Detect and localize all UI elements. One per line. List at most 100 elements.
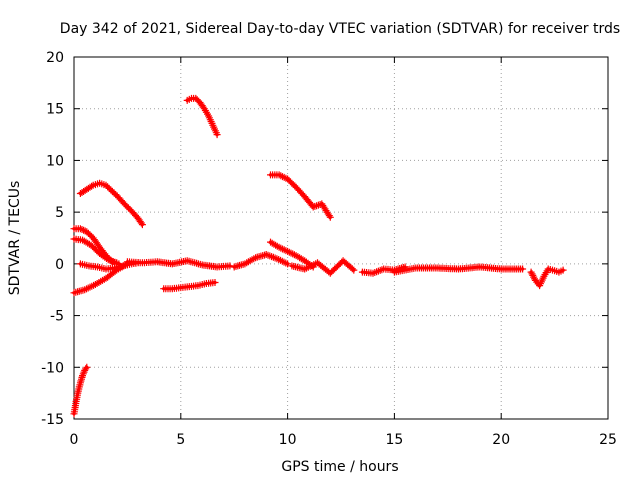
data-point — [87, 264, 91, 268]
data-point — [315, 261, 320, 265]
data-point — [414, 266, 418, 270]
data-point — [303, 267, 307, 271]
grid-lines — [74, 57, 608, 419]
data-point — [98, 251, 102, 256]
data-point — [202, 107, 206, 111]
data-point — [185, 259, 189, 263]
data-point — [78, 227, 83, 231]
data-point — [78, 381, 83, 385]
data-point — [268, 240, 273, 244]
data-point — [435, 266, 439, 270]
data-point — [286, 249, 290, 254]
data-point — [213, 280, 217, 285]
data-point — [561, 268, 565, 272]
data-point — [187, 285, 191, 289]
data-point — [98, 181, 102, 185]
data-point — [264, 252, 268, 257]
data-point — [456, 267, 461, 271]
data-point — [328, 215, 332, 219]
y-tick-label: 5 — [55, 205, 64, 221]
data-point — [286, 262, 290, 266]
data-series-arc-2 — [76, 179, 146, 229]
data-point — [89, 243, 93, 247]
axis-ticks: 0 5 10 15 20 25 -15 -10 -5 0 5 10 15 20 — [41, 50, 617, 448]
data-point — [121, 264, 125, 268]
data-point — [104, 267, 108, 271]
data-point — [290, 264, 294, 268]
data-series-arc-15 — [390, 263, 527, 276]
data-series-arc-13 — [288, 257, 358, 277]
data-series-arc-11 — [230, 251, 292, 271]
data-point — [72, 291, 76, 295]
data-point — [85, 365, 89, 369]
data-point — [72, 412, 76, 416]
data-point — [170, 287, 174, 291]
data-point — [478, 265, 482, 269]
data-point — [328, 271, 332, 275]
data-point — [360, 270, 364, 274]
data-point — [542, 274, 546, 278]
x-tick-label: 15 — [385, 432, 403, 448]
y-tick-label: 15 — [46, 102, 64, 118]
data-point — [72, 227, 76, 231]
data-point — [320, 202, 324, 206]
data-series — [70, 94, 567, 418]
data-series-arc-6 — [70, 235, 121, 267]
data-point — [85, 230, 89, 234]
data-point — [277, 245, 281, 249]
data-series-arc-10 — [123, 257, 234, 271]
data-point — [93, 282, 97, 287]
data-series-arc-3 — [183, 94, 221, 139]
data-point — [341, 259, 345, 263]
data-point — [95, 265, 100, 269]
data-point — [80, 238, 85, 242]
y-tick-label: -15 — [41, 412, 64, 428]
data-point — [91, 236, 95, 240]
data-series-arc-16 — [527, 265, 567, 290]
data-point — [382, 267, 386, 271]
data-point — [170, 262, 174, 266]
data-point — [83, 368, 87, 372]
data-point — [78, 262, 83, 266]
data-point — [520, 267, 525, 271]
data-point — [117, 196, 121, 200]
x-tick-label: 25 — [599, 432, 617, 448]
data-point — [194, 96, 198, 100]
data-series-arc-9 — [160, 279, 219, 293]
data-point — [91, 183, 95, 187]
data-point — [104, 183, 108, 187]
data-point — [136, 216, 140, 220]
data-point — [303, 259, 307, 263]
x-tick-label: 10 — [279, 432, 297, 448]
x-axis-label: GPS time / hours — [281, 459, 398, 475]
data-point — [179, 286, 183, 290]
data-point — [215, 265, 219, 269]
data-point — [529, 270, 533, 274]
data-point — [286, 177, 290, 181]
data-point — [140, 261, 144, 265]
data-point — [85, 187, 89, 191]
y-axis-label: SDTVAR / TECUs — [7, 181, 23, 296]
data-point — [243, 262, 247, 266]
data-point — [277, 173, 281, 177]
data-point — [253, 256, 258, 260]
data-point — [123, 203, 127, 207]
data-point — [76, 389, 80, 393]
y-tick-label: 0 — [55, 257, 64, 273]
data-point — [303, 195, 307, 199]
data-point — [198, 100, 202, 105]
data-point — [499, 267, 503, 271]
data-point — [78, 191, 83, 196]
data-point — [155, 260, 159, 264]
data-point — [371, 271, 375, 275]
data-point — [294, 253, 298, 258]
data-point — [104, 276, 108, 280]
data-series-arc-4 — [267, 171, 334, 221]
data-point — [232, 265, 236, 269]
y-tick-label: -10 — [41, 360, 64, 376]
data-point — [140, 222, 144, 227]
data-point — [112, 266, 117, 270]
x-tick-label: 5 — [176, 432, 185, 448]
data-point — [546, 267, 550, 271]
